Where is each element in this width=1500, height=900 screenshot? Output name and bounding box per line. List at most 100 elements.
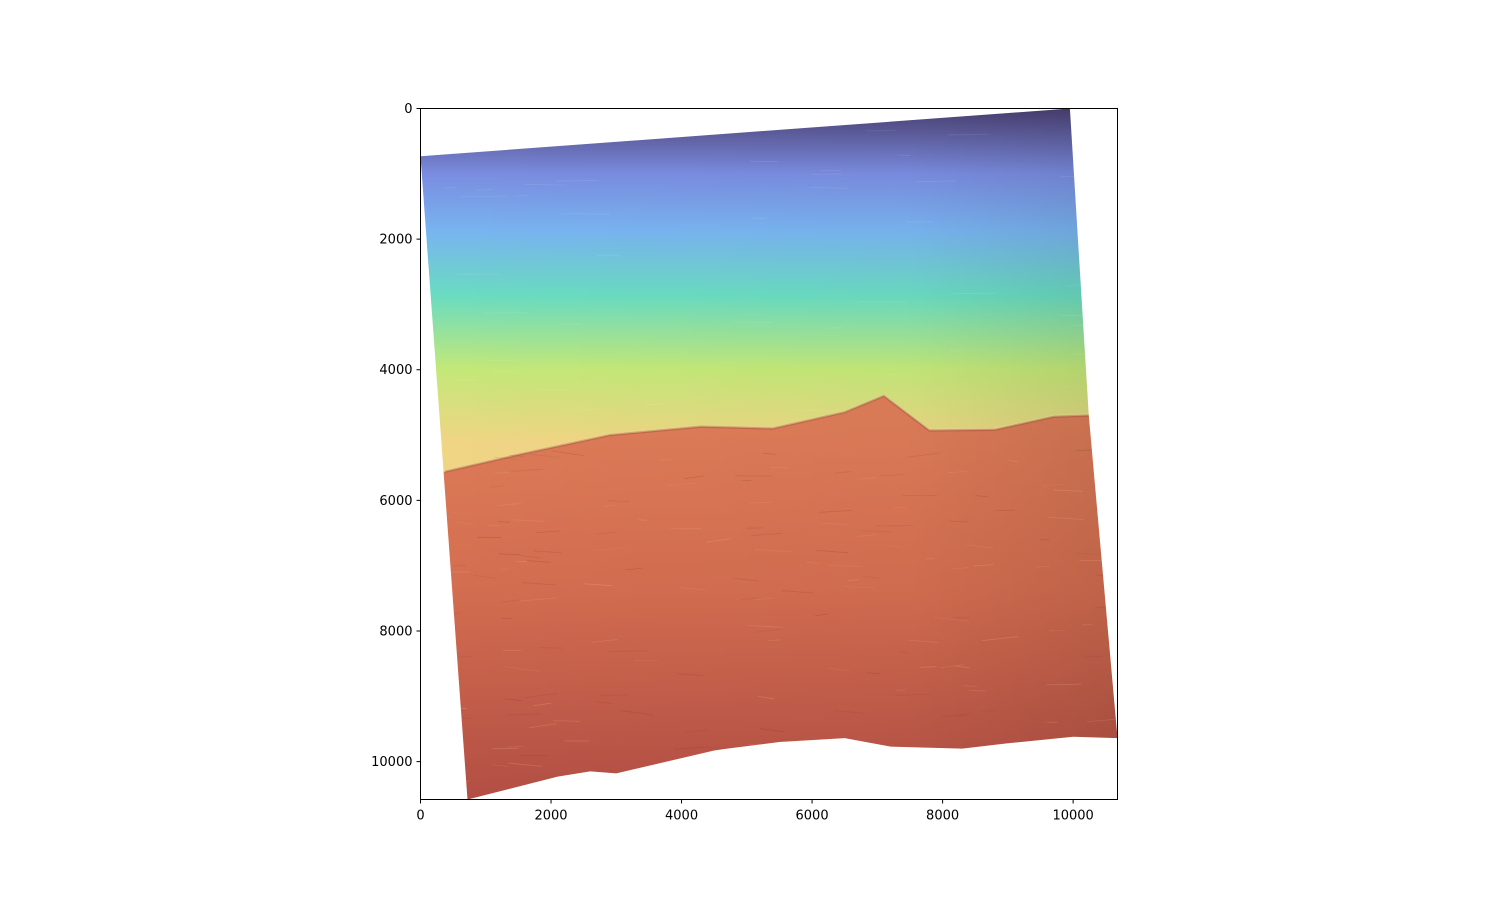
- terrain-ridge-stroke: [520, 597, 558, 602]
- terrain-ridge-stroke: [896, 689, 906, 691]
- terrain-ridge-stroke: [856, 534, 879, 537]
- terrain-ridge-stroke: [600, 694, 629, 696]
- terrain-ridge-stroke: [811, 173, 842, 175]
- terrain-ridge-stroke: [827, 667, 849, 671]
- terrain-ridge-stroke: [848, 579, 860, 581]
- terrain-ridge-stroke: [458, 655, 472, 658]
- terrain-ridge-stroke: [1096, 606, 1107, 609]
- terrain-ridge-stroke: [895, 693, 932, 696]
- terrain-ridge-stroke: [754, 597, 774, 601]
- terrain-ridge-stroke: [524, 183, 567, 186]
- terrain-ridge-stroke: [940, 664, 965, 669]
- terrain-ridge-stroke: [862, 575, 879, 579]
- terrain-ridge-stroke: [755, 628, 784, 633]
- axes-frame: [420, 108, 1118, 800]
- terrain-ridge-stroke: [1053, 489, 1083, 492]
- terrain-ridge-stroke: [510, 468, 544, 472]
- terrain-ridge-stroke: [500, 599, 521, 603]
- terrain-ridge-stroke: [608, 650, 648, 652]
- terrain-ridge-stroke: [706, 538, 732, 543]
- terrain-ridge-stroke: [1046, 683, 1082, 686]
- terrain-ridge-stroke: [1091, 473, 1118, 479]
- terrain-ridge-stroke: [949, 520, 968, 523]
- terrain-ridge-stroke: [951, 292, 998, 295]
- escarpment-shadow: [445, 394, 1089, 473]
- terrain-ridge-stroke: [560, 323, 582, 326]
- terrain-ridge-stroke: [583, 583, 613, 587]
- terrain-ridge-stroke: [982, 636, 1019, 641]
- terrain-ridge-stroke: [1034, 565, 1051, 568]
- terrain-ridge-stroke: [975, 495, 988, 498]
- terrain-ridge-stroke: [667, 482, 697, 487]
- terrain-ridge-stroke: [909, 640, 939, 643]
- terrain-ridge-stroke: [916, 180, 956, 183]
- terrain-ridge-stroke: [593, 547, 626, 552]
- x-axis: 0 2000 4000 6000 8000 10000: [416, 799, 1094, 824]
- escarpment-edge: [445, 393, 1089, 471]
- terrain-ridge-stroke: [533, 550, 562, 553]
- terrain-ridge-stroke: [519, 555, 541, 559]
- terrain-ridge-stroke: [492, 747, 519, 750]
- terrain-ridge-stroke: [672, 781, 706, 784]
- terrain-ridge-stroke: [920, 666, 937, 668]
- terrain-ridge-stroke: [861, 530, 894, 533]
- terrain-ridge-stroke: [442, 780, 470, 784]
- y-tick-label: 6000: [379, 494, 412, 509]
- terrain-ridge-stroke: [596, 532, 617, 535]
- terrain-ridge-stroke: [533, 702, 552, 706]
- x-tick-label: 0: [416, 809, 424, 824]
- terrain-ridge-stroke: [734, 577, 759, 582]
- terrain-ridge-stroke: [754, 770, 784, 775]
- terrain-ridge-stroke: [490, 485, 505, 488]
- y-tick-label: 4000: [379, 363, 412, 378]
- terrain-ridge-stroke: [783, 752, 820, 758]
- terrain-ridge-stroke: [677, 673, 703, 676]
- terrain-ridge-stroke: [561, 212, 611, 215]
- terrain-ridge-stroke: [857, 476, 878, 480]
- terrain-ridge-stroke: [962, 685, 977, 687]
- terrain-ridge-stroke: [781, 590, 814, 594]
- terrain-ridge-stroke: [474, 575, 496, 579]
- terrain-ridge-stroke: [1033, 771, 1054, 776]
- terrain-ridge-stroke: [731, 321, 774, 324]
- terrain-ridge-stroke: [1055, 775, 1068, 777]
- terrain-ridge-stroke: [454, 378, 478, 381]
- terrain-ridge-stroke: [951, 567, 969, 570]
- terrain-ridge-stroke: [508, 762, 543, 767]
- terrain-ridge-stroke: [1047, 516, 1084, 521]
- terrain-ridge-stroke: [889, 545, 903, 548]
- hillshade-tint: [420, 108, 1118, 800]
- x-tick-label: 10000: [1052, 809, 1093, 824]
- terrain-ridge-stroke: [906, 452, 940, 458]
- terrain-ridge-stroke: [637, 519, 647, 521]
- terrain-ridge-stroke: [966, 544, 994, 549]
- y-tick-label: 0: [404, 102, 412, 117]
- terrain-ridge-stroke: [591, 639, 618, 643]
- terrain-ridge-stroke: [513, 195, 529, 197]
- terrain-ridge-stroke: [685, 729, 709, 733]
- x-tick-label: 6000: [796, 809, 829, 824]
- terrain-ridge-stroke: [746, 777, 783, 780]
- terrain-ridge-stroke: [899, 651, 910, 654]
- terrain-ridge-stroke: [555, 179, 598, 182]
- terrain-ridge-stroke: [498, 553, 521, 556]
- terrain-ridge-stroke: [1008, 460, 1019, 463]
- terrain-ridge-stroke: [747, 625, 784, 628]
- terrain-ridge-stroke: [512, 519, 545, 522]
- terrain-ridge-stroke: [866, 672, 881, 675]
- terrain-ridge-stroke: [522, 582, 556, 586]
- terrain-ridge-stroke: [747, 761, 775, 766]
- terrain-ridge-stroke: [503, 666, 540, 672]
- terrain-ridge-stroke: [834, 471, 851, 474]
- terrain-ridge-stroke: [759, 728, 785, 733]
- terrain-ridge-stroke: [678, 586, 707, 591]
- terrain-ridge-stroke: [456, 273, 501, 276]
- terrain-ridge-stroke: [1083, 655, 1103, 658]
- terrain-ridge-stroke: [821, 522, 848, 525]
- terrain-ridge-stroke: [946, 471, 968, 474]
- terrain-ridge-stroke: [967, 760, 991, 765]
- terrain-ridge-stroke: [529, 723, 557, 729]
- terrain-ridge-stroke: [444, 186, 457, 189]
- y-tick-label: 2000: [379, 233, 412, 248]
